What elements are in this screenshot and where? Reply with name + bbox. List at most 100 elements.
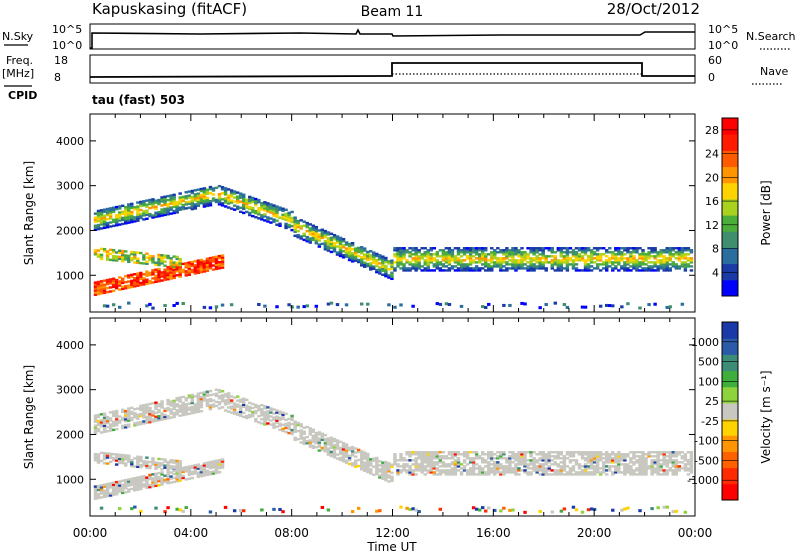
echo-cell bbox=[108, 290, 113, 293]
echo-cell bbox=[341, 452, 346, 455]
echo-cell bbox=[402, 465, 406, 468]
echo-cell bbox=[565, 257, 570, 260]
echo-cell bbox=[154, 474, 158, 477]
echo-cell bbox=[172, 263, 176, 266]
echo-cell bbox=[565, 457, 570, 460]
echo-cell bbox=[662, 451, 666, 454]
echo-cell bbox=[254, 411, 258, 415]
echo-cell bbox=[375, 460, 379, 464]
echo-cell bbox=[105, 304, 110, 308]
echo-cell bbox=[169, 410, 173, 413]
echo-cell bbox=[142, 477, 146, 480]
echo-cell bbox=[611, 261, 615, 264]
echo-cell bbox=[217, 195, 222, 198]
echo-cell bbox=[514, 269, 518, 272]
echo-cell bbox=[329, 240, 334, 244]
echo-cell bbox=[653, 302, 657, 306]
echo-cell bbox=[242, 205, 246, 209]
echo-cell bbox=[196, 396, 201, 399]
echo-cell bbox=[393, 463, 397, 466]
echo-cell bbox=[514, 453, 518, 456]
echo-cell bbox=[93, 289, 98, 292]
echo-cell bbox=[384, 256, 388, 260]
echo-cell bbox=[598, 255, 603, 258]
echo-cell bbox=[638, 265, 642, 268]
echo-cell bbox=[453, 255, 458, 258]
echo-cell bbox=[154, 405, 158, 408]
echo-cell bbox=[157, 202, 161, 206]
echo-cell bbox=[199, 468, 204, 472]
echo-cell bbox=[347, 252, 352, 256]
echo-cell bbox=[157, 271, 161, 275]
echo-cell bbox=[644, 255, 648, 258]
echo-cell bbox=[347, 462, 352, 466]
echo-cell bbox=[160, 256, 164, 259]
echo-cell bbox=[181, 203, 185, 207]
echo-cell bbox=[323, 439, 328, 443]
echo-cell bbox=[211, 187, 216, 190]
echo-cell bbox=[145, 280, 149, 283]
echo-cell bbox=[550, 451, 554, 454]
echo-cell bbox=[468, 247, 473, 250]
echo-cell bbox=[157, 255, 161, 259]
echo-cell bbox=[108, 252, 113, 256]
echo-cell bbox=[487, 469, 491, 472]
echo-cell bbox=[329, 450, 334, 454]
echo-cell bbox=[656, 461, 660, 464]
echo-cell bbox=[529, 267, 533, 270]
echo-cell bbox=[426, 259, 430, 262]
echo-cell bbox=[208, 399, 213, 403]
echo-cell bbox=[571, 261, 576, 264]
echo-cell bbox=[114, 480, 119, 484]
echo-cell bbox=[190, 399, 195, 403]
echo-cell bbox=[157, 475, 161, 479]
echo-cell bbox=[169, 402, 173, 405]
echo-cell bbox=[526, 473, 530, 476]
echo-cell bbox=[547, 459, 551, 462]
echo-cell bbox=[108, 419, 113, 422]
echo-cell bbox=[644, 463, 648, 466]
echo-cell bbox=[272, 422, 276, 425]
echo-cell bbox=[139, 422, 143, 426]
echo-cell bbox=[414, 457, 418, 460]
echo-cell bbox=[517, 265, 521, 268]
echo-cell bbox=[114, 278, 119, 282]
echo-cell bbox=[477, 269, 482, 272]
echo-cell bbox=[124, 487, 128, 490]
echo-cell bbox=[160, 273, 164, 276]
echo-cell bbox=[574, 451, 579, 454]
echo-cell bbox=[326, 508, 331, 512]
echo-cell bbox=[465, 455, 470, 458]
echo-cell bbox=[508, 465, 512, 468]
echo-cell bbox=[317, 233, 322, 236]
echo-cell bbox=[471, 459, 476, 462]
echo-cell bbox=[323, 229, 328, 233]
echo-cell bbox=[205, 400, 210, 404]
echo-cell bbox=[96, 215, 101, 219]
echo-cell bbox=[145, 415, 149, 418]
echo-cell bbox=[635, 461, 639, 464]
echo-cell bbox=[647, 253, 651, 256]
echo-cell bbox=[102, 451, 107, 455]
echo-cell bbox=[447, 269, 452, 272]
echo-cell bbox=[326, 239, 331, 242]
echo-cell bbox=[275, 215, 279, 218]
echo-cell bbox=[214, 198, 219, 202]
echo-cell bbox=[595, 249, 600, 252]
echo-cell bbox=[496, 469, 500, 472]
echo-cell bbox=[344, 455, 349, 458]
echo-cell bbox=[420, 467, 424, 470]
echo-cell bbox=[480, 461, 485, 464]
echo-cell bbox=[556, 261, 561, 264]
echo-cell bbox=[314, 435, 319, 439]
y-tick-label: 3000 bbox=[56, 180, 84, 193]
echo-cell bbox=[499, 269, 503, 272]
echo-cell bbox=[257, 217, 261, 220]
echo-cell bbox=[617, 263, 621, 266]
echo-cell bbox=[344, 247, 349, 250]
echo-cell bbox=[238, 404, 243, 407]
echo-cell bbox=[248, 405, 252, 409]
echo-cell bbox=[142, 406, 146, 409]
echo-cell bbox=[266, 406, 270, 409]
echo-cell bbox=[405, 469, 409, 472]
